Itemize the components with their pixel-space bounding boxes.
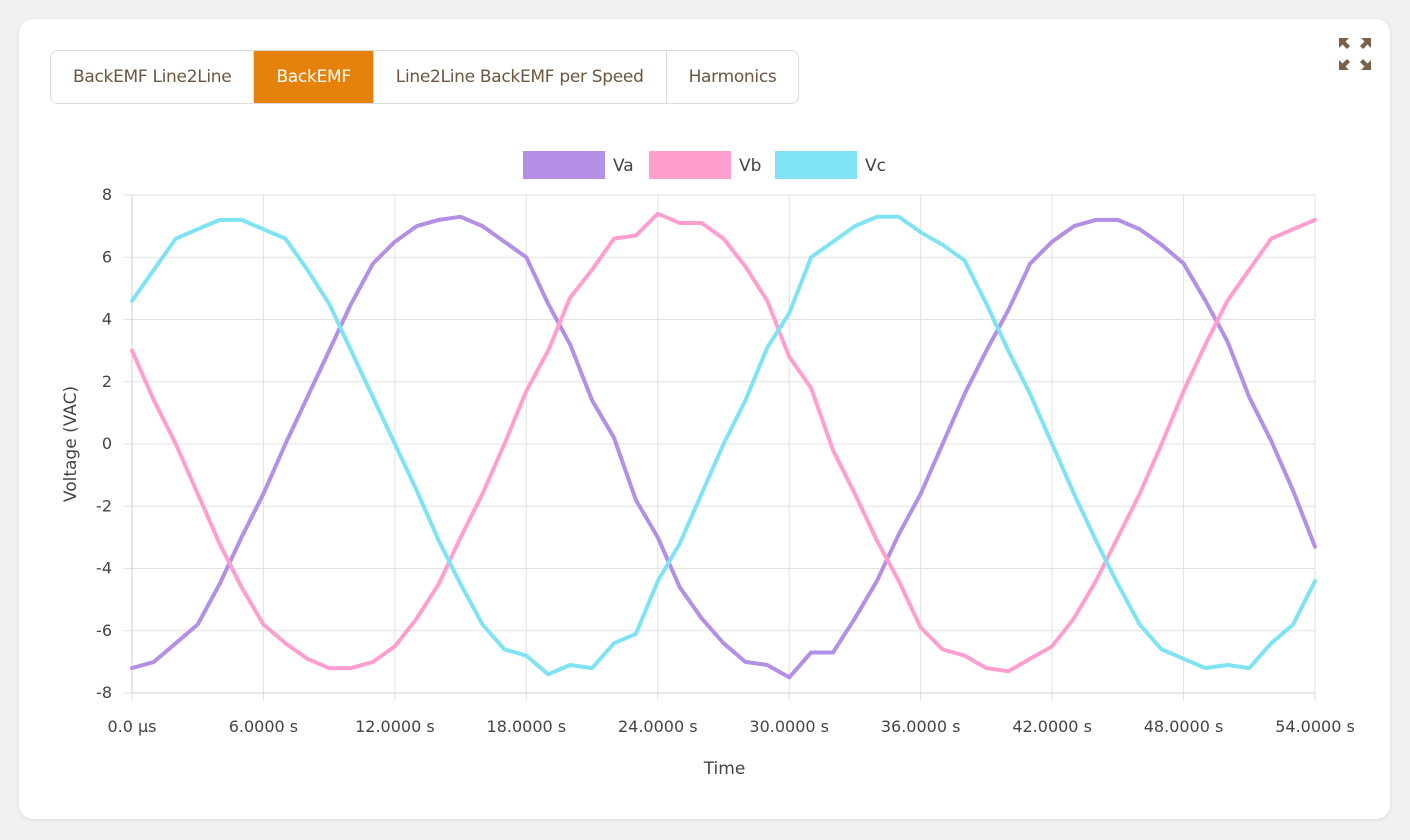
- tab-backemf[interactable]: BackEMF: [254, 51, 374, 103]
- x-tick-label: 48.0000 s: [1144, 717, 1224, 736]
- x-tick-label: 36.0000 s: [881, 717, 961, 736]
- tab-backemf-line2line[interactable]: BackEMF Line2Line: [51, 51, 255, 103]
- x-tick-label: 24.0000 s: [618, 717, 698, 736]
- tab-bar: BackEMF Line2Line BackEMF Line2Line Back…: [50, 50, 800, 104]
- x-axis-title: Time: [703, 759, 746, 779]
- x-tick-label: 6.0000 s: [229, 717, 298, 736]
- x-tick-label: 54.0000 s: [1275, 717, 1355, 736]
- y-tick-label: -8: [96, 683, 112, 702]
- y-tick-label: -2: [96, 496, 112, 515]
- x-tick-label: 18.0000 s: [487, 717, 567, 736]
- legend-label-va: Va: [613, 156, 634, 176]
- tab-line2line-backemf-per-speed[interactable]: Line2Line BackEMF per Speed: [374, 51, 667, 103]
- x-tick-label: 42.0000 s: [1012, 717, 1092, 736]
- x-tick-label: 30.0000 s: [749, 717, 829, 736]
- legend-swatch-va: [523, 151, 605, 179]
- y-axis-title: Voltage (VAC): [61, 386, 81, 502]
- y-tick-label: 2: [102, 372, 112, 391]
- legend-swatch-vc: [775, 151, 857, 179]
- y-tick-label: 4: [102, 310, 112, 329]
- y-tick-label: -6: [96, 621, 112, 640]
- y-tick-label: 6: [102, 247, 112, 266]
- y-tick-label: -4: [96, 559, 112, 578]
- series-line-vb: [130, 211, 1317, 674]
- tab-harmonics[interactable]: Harmonics: [688, 67, 777, 87]
- expand-arrows-icon: [1339, 38, 1371, 70]
- y-tick-label: 8: [102, 185, 112, 204]
- expand-icon[interactable]: [1337, 36, 1373, 72]
- series-line-vc: [130, 214, 1317, 677]
- x-tick-label: 12.0000 s: [355, 717, 435, 736]
- series-line-va: [130, 214, 1317, 680]
- legend-label-vc: Vc: [865, 156, 886, 176]
- x-tick-label: 0.0 μs: [107, 717, 156, 736]
- y-tick-label: 0: [102, 434, 112, 453]
- legend-label-vb: Vb: [739, 156, 761, 176]
- legend-swatch-vb: [649, 151, 731, 179]
